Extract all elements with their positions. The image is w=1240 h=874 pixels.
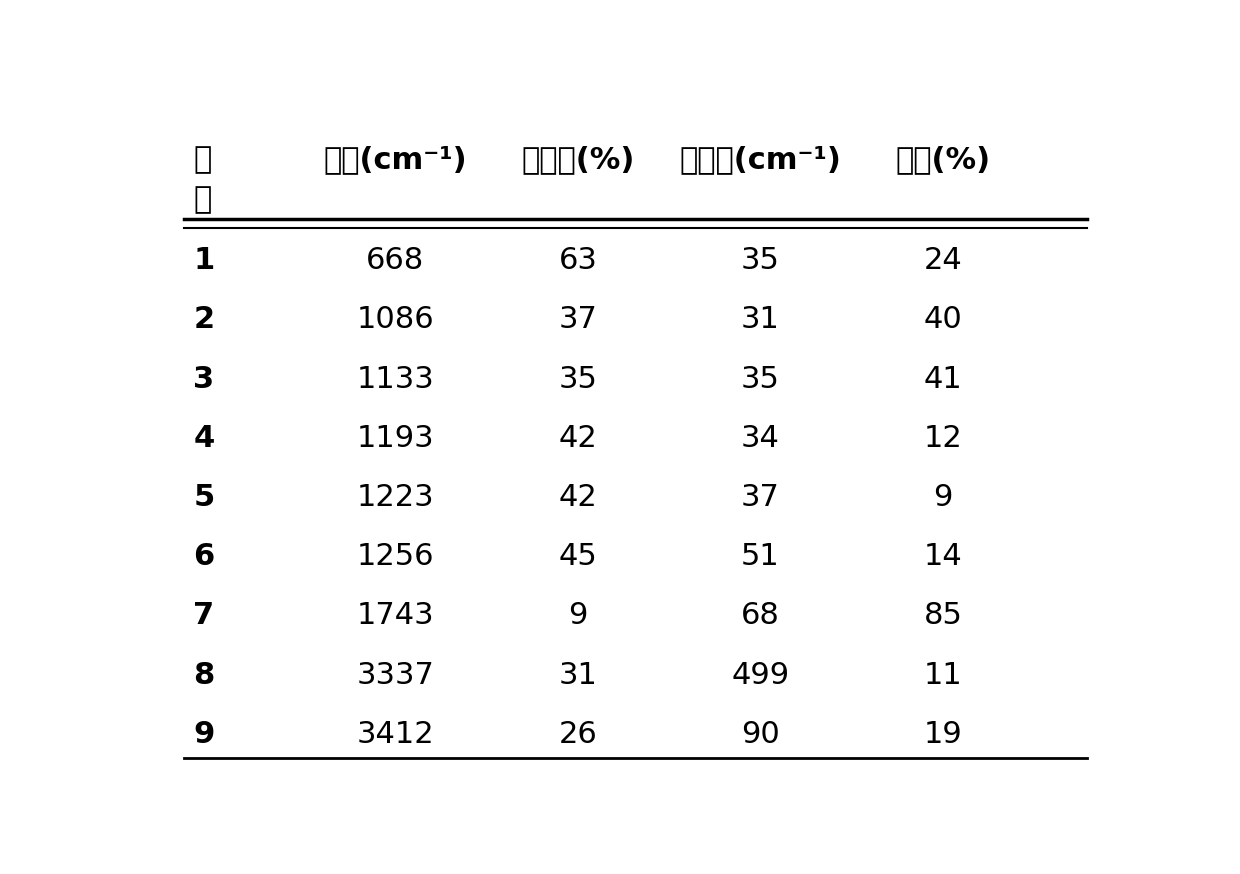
Text: 45: 45 [558,542,598,572]
Text: 42: 42 [558,483,598,512]
Text: 5: 5 [193,483,215,512]
Text: 1743: 1743 [356,601,434,630]
Text: 668: 668 [366,246,424,275]
Text: 6: 6 [193,542,215,572]
Text: 31: 31 [558,661,598,690]
Text: 1133: 1133 [356,364,434,393]
Text: 41: 41 [924,364,962,393]
Text: 34: 34 [742,424,780,453]
Text: 9: 9 [934,483,952,512]
Text: 3: 3 [193,364,215,393]
Text: 峰位(cm⁻¹): 峰位(cm⁻¹) [324,145,467,174]
Text: 1193: 1193 [356,424,434,453]
Text: 2: 2 [193,305,215,335]
Text: 4: 4 [193,424,215,453]
Text: 号: 号 [193,185,212,215]
Text: 85: 85 [924,601,962,630]
Text: 峰差(%): 峰差(%) [895,145,991,174]
Text: 1: 1 [193,246,215,275]
Text: 8: 8 [193,661,215,690]
Text: 3412: 3412 [356,720,434,749]
Text: 37: 37 [558,305,598,335]
Text: 35: 35 [742,246,780,275]
Text: 68: 68 [742,601,780,630]
Text: 35: 35 [742,364,780,393]
Text: 499: 499 [732,661,790,690]
Text: 透过率(%): 透过率(%) [521,145,635,174]
Text: 3337: 3337 [356,661,434,690]
Text: 14: 14 [924,542,962,572]
Text: 90: 90 [742,720,780,749]
Text: 37: 37 [742,483,780,512]
Text: 40: 40 [924,305,962,335]
Text: 半峰宽(cm⁻¹): 半峰宽(cm⁻¹) [680,145,842,174]
Text: 31: 31 [742,305,780,335]
Text: 42: 42 [558,424,598,453]
Text: 63: 63 [558,246,598,275]
Text: 19: 19 [924,720,962,749]
Text: 11: 11 [924,661,962,690]
Text: 51: 51 [742,542,780,572]
Text: 7: 7 [193,601,215,630]
Text: 9: 9 [568,601,588,630]
Text: 9: 9 [193,720,215,749]
Text: 1256: 1256 [357,542,434,572]
Text: 24: 24 [924,246,962,275]
Text: 1223: 1223 [356,483,434,512]
Text: 12: 12 [924,424,962,453]
Text: 1086: 1086 [356,305,434,335]
Text: 35: 35 [558,364,598,393]
Text: 26: 26 [558,720,598,749]
Text: 序: 序 [193,145,212,174]
